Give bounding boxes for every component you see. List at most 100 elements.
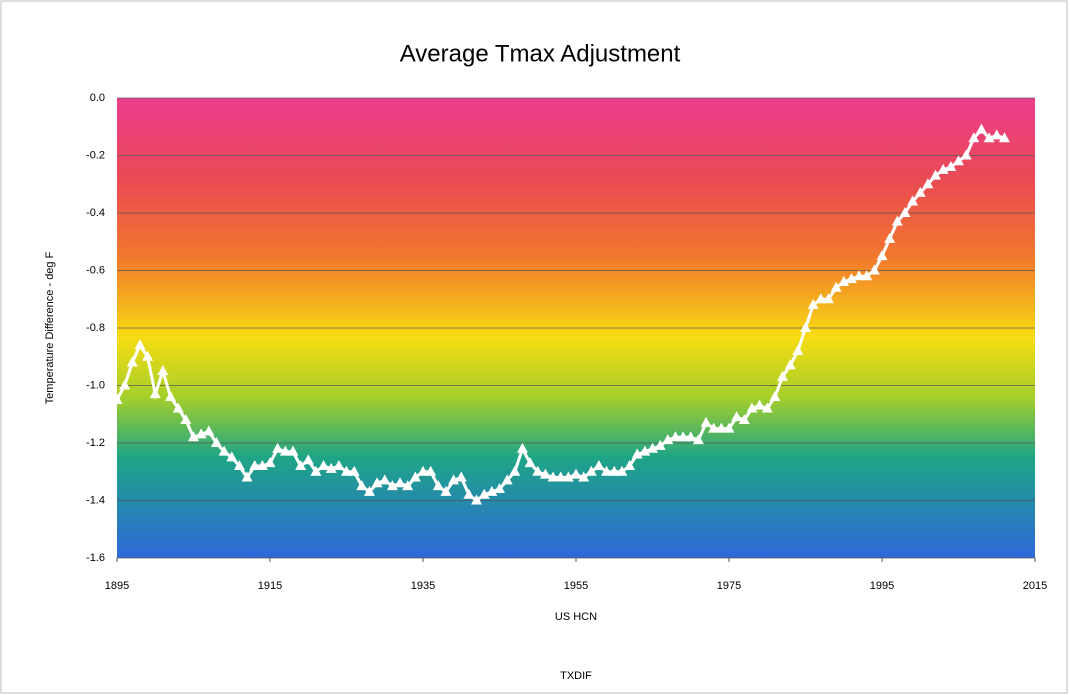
marker	[624, 460, 636, 470]
marker	[463, 488, 475, 499]
marker	[302, 454, 314, 465]
marker	[478, 488, 490, 499]
x-tick-label: 1955	[564, 580, 588, 592]
marker	[210, 437, 222, 447]
marker	[539, 468, 551, 479]
marker	[876, 250, 888, 261]
marker	[119, 379, 131, 390]
marker	[425, 465, 437, 476]
footer-label: TXDIF	[560, 670, 592, 682]
marker	[111, 393, 123, 404]
marker	[394, 477, 406, 488]
marker	[945, 161, 957, 171]
y-tick-label: -1.4	[86, 494, 105, 506]
marker	[838, 276, 850, 286]
marker	[218, 445, 230, 456]
marker	[157, 365, 169, 376]
marker	[608, 465, 620, 476]
marker	[555, 471, 567, 482]
marker	[700, 416, 712, 427]
marker	[692, 434, 704, 445]
marker	[891, 215, 903, 226]
y-tick-label: -0.2	[86, 149, 105, 161]
marker	[188, 431, 199, 442]
marker	[417, 465, 429, 476]
marker	[279, 445, 291, 456]
marker	[830, 281, 842, 292]
marker	[494, 483, 505, 493]
marker	[868, 264, 880, 275]
marker	[578, 471, 590, 482]
marker	[371, 477, 383, 488]
marker	[677, 431, 689, 442]
marker	[165, 391, 177, 401]
marker	[807, 299, 819, 309]
marker	[746, 402, 758, 413]
y-tick-label: -1.0	[86, 379, 105, 391]
marker	[731, 411, 743, 422]
marker	[379, 474, 391, 485]
marker	[363, 485, 375, 496]
marker	[899, 207, 911, 217]
y-tick-label: -0.6	[86, 264, 105, 276]
marker	[501, 474, 513, 485]
marker	[547, 471, 559, 482]
marker	[937, 163, 949, 174]
marker	[134, 339, 146, 350]
marker	[241, 471, 253, 482]
marker	[249, 460, 261, 470]
marker	[662, 434, 674, 445]
marker	[233, 460, 245, 470]
marker	[639, 445, 651, 456]
marker	[264, 457, 276, 468]
marker	[754, 399, 766, 410]
marker	[723, 422, 735, 433]
marker	[333, 460, 345, 470]
marker	[432, 480, 444, 491]
marker	[647, 442, 658, 453]
marker	[455, 471, 467, 482]
marker	[318, 460, 330, 470]
marker	[983, 132, 995, 143]
marker	[761, 402, 773, 413]
marker	[348, 465, 360, 476]
marker	[356, 480, 368, 491]
marker	[792, 345, 804, 355]
marker	[815, 293, 827, 304]
marker	[968, 132, 980, 143]
marker	[440, 485, 452, 496]
marker	[975, 123, 987, 134]
marker	[386, 480, 398, 491]
x-tick-label: 1935	[411, 580, 435, 592]
x-tick-label: 2015	[1023, 580, 1047, 592]
marker	[524, 457, 536, 468]
marker	[616, 465, 628, 476]
marker	[769, 391, 781, 401]
marker	[822, 293, 834, 304]
y-tick-label: -1.2	[86, 437, 105, 449]
marker	[532, 465, 544, 476]
marker	[853, 270, 865, 281]
marker	[930, 169, 942, 180]
marker	[654, 439, 666, 450]
marker	[998, 132, 1010, 143]
marker	[142, 350, 154, 361]
y-tick-label: 0.0	[90, 92, 105, 104]
marker	[172, 402, 184, 413]
marker	[562, 471, 574, 482]
marker	[845, 273, 857, 284]
marker	[631, 448, 643, 459]
marker	[861, 270, 873, 281]
marker	[486, 485, 498, 496]
marker	[295, 460, 307, 470]
marker	[922, 178, 934, 189]
marker	[272, 442, 284, 453]
marker	[256, 460, 268, 470]
marker	[310, 465, 322, 476]
marker	[907, 195, 919, 206]
marker	[777, 370, 789, 381]
marker	[149, 388, 161, 399]
marker	[669, 431, 681, 442]
marker	[126, 356, 138, 367]
x-tick-label: 1975	[717, 580, 741, 592]
